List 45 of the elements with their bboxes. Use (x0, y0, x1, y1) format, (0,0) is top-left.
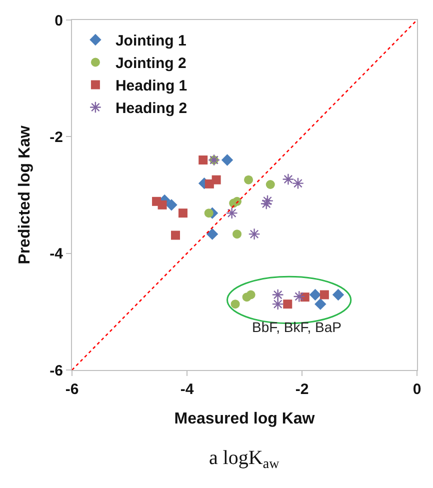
point (158, 200, 167, 210)
text: a logK$_{aw}$ (209, 447, 280, 472)
point (166, 199, 178, 211)
point (232, 230, 242, 239)
point (230, 300, 240, 309)
point (204, 208, 214, 218)
annotation: BbF, BkF, BaP (252, 319, 342, 335)
point (246, 290, 256, 300)
legend-label: Heading 2 (115, 100, 188, 118)
x-tick-label: -2 (295, 381, 309, 398)
point (226, 207, 238, 220)
point (232, 196, 242, 206)
y-axis-title: Predicted log Kaw (16, 125, 34, 264)
point (221, 154, 234, 166)
point (320, 290, 329, 300)
point (314, 298, 326, 310)
point (282, 173, 294, 186)
y-tick-label: 0 (54, 12, 63, 30)
point (262, 194, 274, 207)
point (266, 180, 275, 189)
y-tick-label: -4 (50, 246, 64, 263)
y-tick-label: -6 (50, 362, 63, 380)
point (332, 288, 344, 301)
point (248, 228, 260, 240)
point (293, 290, 306, 302)
point (198, 156, 208, 164)
point (272, 298, 284, 310)
point (309, 288, 322, 301)
x-axis-title: Measured log Kaw (174, 410, 316, 428)
y-tick-label: -2 (50, 128, 63, 146)
x-tick-label: -4 (180, 381, 194, 398)
point (272, 288, 284, 301)
point (212, 175, 221, 184)
legend-label: Jointing 1 (115, 32, 186, 50)
point (206, 228, 218, 240)
x-tick-label: -6 (65, 381, 79, 398)
point (178, 208, 188, 218)
point (171, 230, 180, 240)
point (283, 300, 292, 309)
legend-label: Heading 1 (115, 78, 188, 95)
legend-label: Jointing 2 (115, 55, 186, 72)
point (244, 175, 254, 184)
point (260, 198, 272, 210)
point (292, 177, 304, 190)
x-tick-label: 0 (412, 381, 422, 398)
